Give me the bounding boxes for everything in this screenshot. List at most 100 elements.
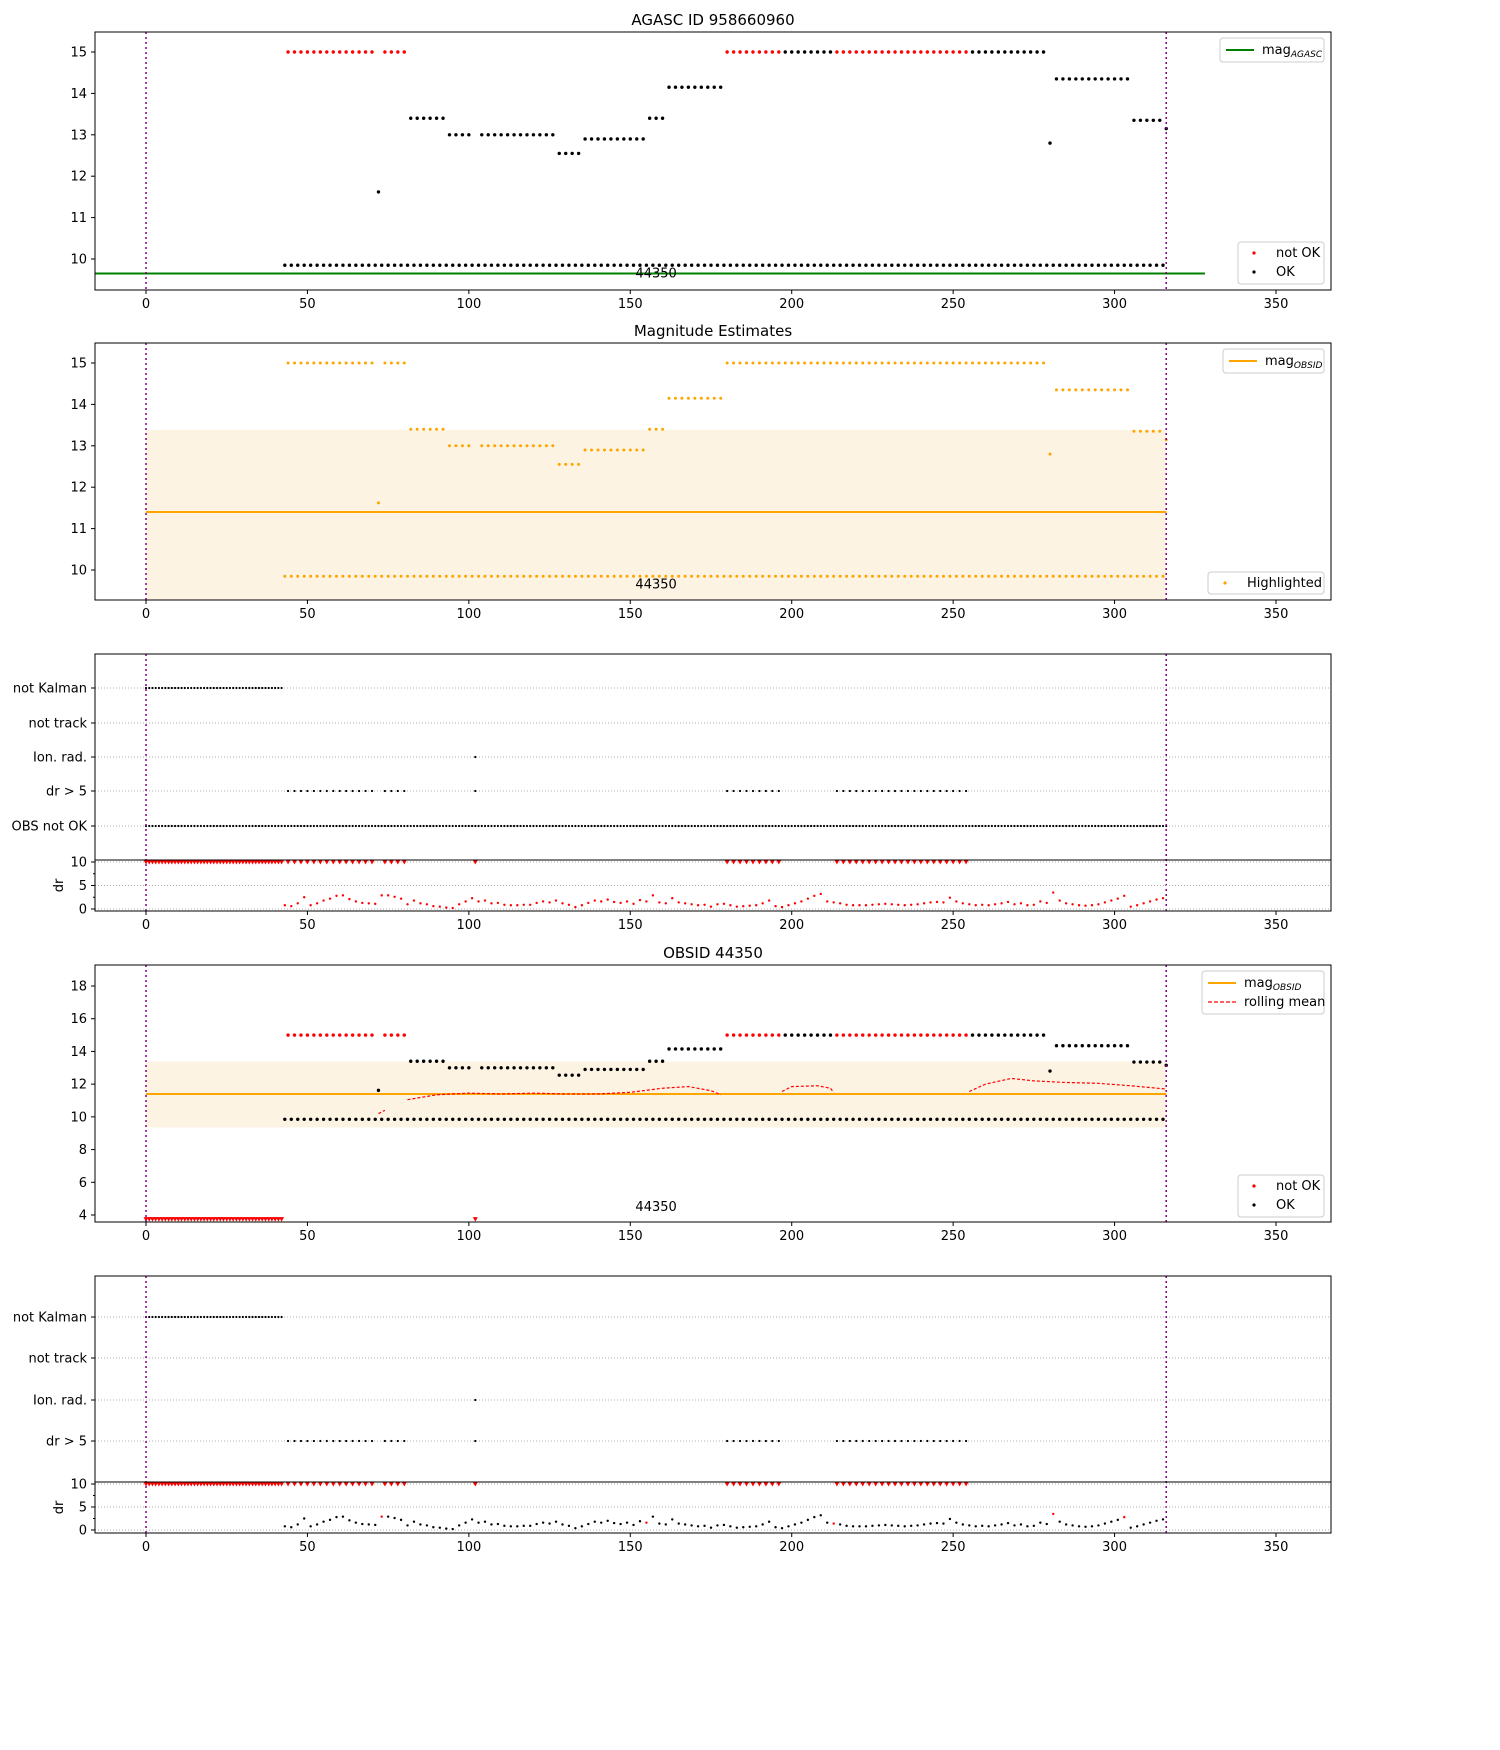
flag-point-obs-not-ok (467, 824, 470, 828)
flag-point-not-kalman (212, 1315, 215, 1319)
flag-point-obs-not-ok (625, 824, 629, 828)
dr-point (845, 1524, 848, 1528)
dr-point (516, 904, 519, 907)
dr-point (838, 902, 842, 905)
dr-point (1064, 1523, 1068, 1526)
flag-point-obs-not-ok (677, 824, 680, 828)
not-ok-point (944, 1033, 949, 1037)
flag-point-obs-not-ok (1152, 824, 1155, 828)
highlighted-point (1132, 429, 1136, 433)
flag-point-dr-gt-5 (932, 789, 935, 793)
dr-point (367, 902, 370, 905)
ok-point (667, 85, 671, 89)
y-tick-label: 5 (79, 1501, 87, 1516)
dr-point (638, 898, 642, 902)
dr-point (787, 1525, 790, 1528)
not-ok-point (912, 1033, 917, 1037)
ok-point (544, 1066, 549, 1070)
legend-box (1237, 1174, 1325, 1218)
not-ok-point (312, 1033, 316, 1037)
dr-clipped-marker (317, 860, 323, 865)
dr-point (541, 900, 545, 903)
flag-point-not-kalman (157, 686, 161, 690)
flag-point-not-kalman (177, 1315, 180, 1319)
ok-point (1054, 77, 1059, 81)
ok-point (1061, 77, 1065, 81)
not-ok-point (841, 50, 846, 54)
flag-point-dr-gt-5 (758, 1439, 761, 1443)
flag-point-obs-not-ok (903, 824, 906, 828)
flag-point-obs-not-ok (1000, 824, 1003, 828)
ok-point (622, 137, 626, 141)
dr-point (696, 904, 700, 907)
flag-point-not-kalman (244, 686, 248, 690)
ok-point (1125, 1044, 1130, 1048)
highlighted-point (822, 361, 826, 365)
flag-point-dr-gt-5 (881, 789, 884, 793)
ok-point (564, 151, 568, 156)
obsid-annotation: 44350 (635, 267, 676, 282)
dr-clipped-marker (159, 860, 165, 865)
ok-point (767, 263, 771, 267)
highlighted-point (406, 574, 410, 578)
rolling-mean-line (781, 1085, 835, 1093)
not-kalman-marker (172, 1217, 178, 1222)
dr-point (612, 1521, 616, 1525)
ok-point (347, 1117, 352, 1122)
dr-point (800, 1521, 803, 1524)
flag-point-not-kalman (167, 686, 170, 690)
dr-clipped-marker (886, 860, 892, 865)
not-ok-point (357, 1033, 361, 1037)
flag-point-obs-not-ok (974, 824, 977, 828)
flag-point-dr-gt-5 (396, 1439, 399, 1443)
ok-point (967, 263, 971, 267)
ok-point (541, 1117, 545, 1122)
not-kalman-marker (240, 1217, 246, 1222)
dr-clipped-marker (179, 860, 185, 865)
flag-point-not-kalman (164, 686, 167, 690)
ok-point (302, 263, 306, 267)
ok-point (379, 1117, 384, 1122)
ok-point (967, 1117, 971, 1122)
ok-point (308, 1117, 313, 1122)
flag-point-obs-not-ok (464, 824, 467, 828)
highlighted-point (690, 574, 694, 578)
flag-point-obs-not-ok (774, 824, 777, 828)
ok-point (970, 1033, 975, 1037)
flag-point-dr-gt-5 (351, 1439, 354, 1443)
dr-point (1142, 1523, 1145, 1526)
ok-point (1129, 263, 1133, 267)
highlighted-point (396, 361, 400, 365)
ok-point (321, 1117, 326, 1122)
ok-point (915, 1117, 920, 1122)
highlighted-point (1122, 574, 1126, 578)
ok-point (1041, 50, 1046, 54)
flag-point-dr-gt-5 (357, 1439, 361, 1443)
dr-point (935, 900, 939, 904)
highlighted-point (1029, 361, 1033, 365)
dr-point (632, 1523, 635, 1527)
dr-point (903, 904, 906, 907)
flag-point-obs-not-ok (706, 824, 709, 828)
not-ok-point (744, 50, 749, 54)
flag-point-obs-not-ok (319, 824, 322, 828)
y-tick-label: 14 (70, 87, 87, 102)
dr-point (548, 1522, 551, 1525)
dr-point (470, 1518, 474, 1521)
dr-clipped-marker (350, 1482, 356, 1487)
ok-point (877, 1117, 881, 1122)
not-ok-point (932, 1033, 936, 1037)
not-kalman-marker (243, 1217, 249, 1222)
flag-point-obs-not-ok (1084, 824, 1087, 828)
flag-point-obs-not-ok (396, 824, 399, 828)
ok-point (883, 263, 888, 267)
dr-point (955, 900, 958, 903)
dr-clipped-marker (279, 1482, 285, 1487)
flag-point-obs-not-ok (751, 824, 755, 828)
dr-point (341, 1515, 345, 1518)
flag-point-not-kalman (209, 1315, 212, 1319)
ok-point (683, 263, 687, 267)
highlighted-point (774, 574, 778, 578)
ok-point (1083, 1117, 1088, 1122)
